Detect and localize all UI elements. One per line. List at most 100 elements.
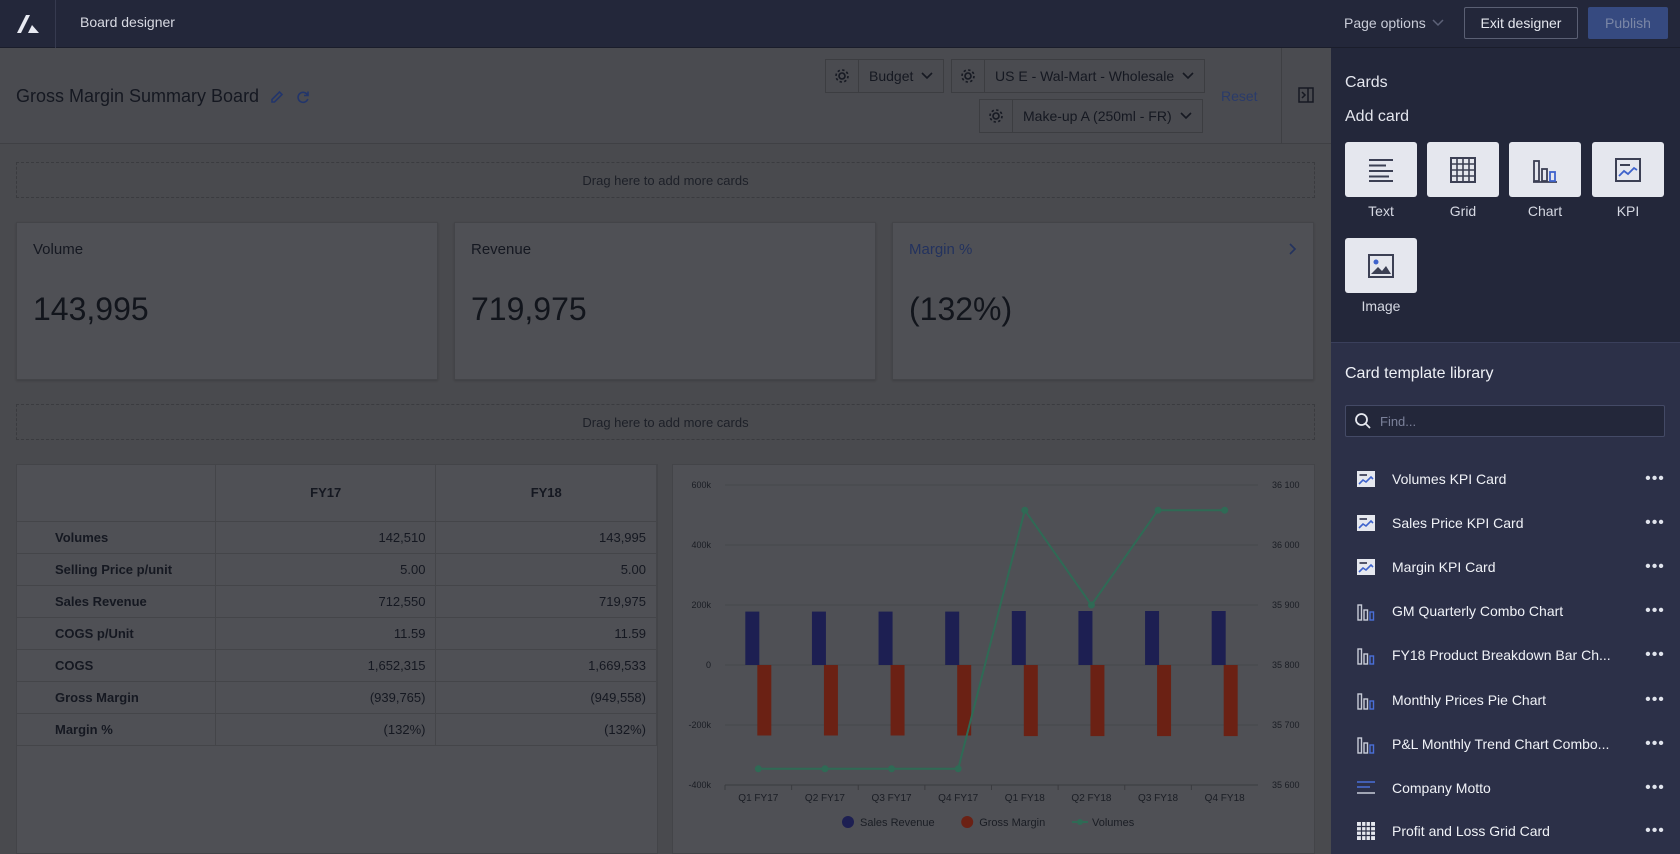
scenario-filter[interactable]: Budget [825,59,945,93]
x-tick-label: Q3 FY18 [1138,793,1178,804]
bar-sales-revenue [1011,611,1026,665]
cell-value: 143,995 [435,521,657,554]
panel-collapse-icon [1298,87,1314,103]
more-options-icon[interactable]: ••• [1645,646,1665,663]
exit-designer-button[interactable]: Exit designer [1464,7,1578,39]
search-input[interactable] [1380,413,1650,429]
row-label: Selling Price p/unit [17,553,216,586]
cell-value: 719,975 [435,585,657,618]
bar-gross-margin [1023,665,1038,737]
gear-icon [989,109,1003,123]
line-point [888,765,896,773]
y-tick-label: 600k [691,480,711,490]
tile-label: Grid [1449,203,1477,219]
board-header: Gross Margin Summary Board Budget US E -… [0,48,1331,144]
x-tick-label: Q1 FY18 [1005,793,1045,804]
publish-button[interactable]: Publish [1588,7,1668,39]
more-options-icon[interactable]: ••• [1645,602,1665,619]
cell-value: (939,765) [215,681,437,714]
legend-label: Gross Margin [979,817,1045,829]
page-options-dropdown[interactable]: Page options [1344,15,1444,31]
search-icon [1355,413,1371,429]
toggle-panel-button[interactable] [1297,86,1315,109]
cell-value: (132%) [215,713,437,746]
chart-card[interactable]: -400k -200k 0 200k 400k 600k 35 600 35 700 35 80… [672,464,1315,854]
grid-card[interactable]: FY17 FY18 Volumes 142,510 143,995 Sellin… [16,464,658,854]
library-search[interactable] [1345,405,1665,437]
product-filter-value[interactable]: Make-up A (250ml - FR) [1013,100,1202,132]
add-chart-card-button[interactable] [1509,142,1581,197]
kpi-card-volume[interactable]: Volume 143,995 [16,222,438,380]
cell-value: 11.59 [215,617,437,650]
library-item[interactable]: GM Quarterly Combo Chart ••• [1345,591,1667,631]
kpi-icon [1355,556,1377,578]
kpi-value: (132%) [909,291,1013,327]
add-grid-card-button[interactable] [1427,142,1499,197]
product-filter[interactable]: Make-up A (250ml - FR) [979,99,1203,133]
refresh-icon[interactable] [295,89,311,105]
line-point [1087,601,1095,609]
add-image-card-button[interactable] [1345,238,1417,293]
grid-corner-cell [17,465,216,522]
more-options-icon[interactable]: ••• [1645,691,1665,708]
library-item[interactable]: Sales Price KPI Card ••• [1345,503,1667,543]
combo-chart: -400k -200k 0 200k 400k 600k 35 600 35 700 35 80… [688,480,1300,829]
tile-label: Image [1361,298,1401,314]
edit-pencil-icon[interactable] [269,89,285,105]
kpi-card-revenue[interactable]: Revenue 719,975 [454,222,876,380]
x-tick-label: Q2 FY17 [805,793,845,804]
more-options-icon[interactable]: ••• [1645,822,1665,839]
kpi-icon [1615,157,1641,182]
table-row: COGS p/Unit 11.59 11.59 [17,617,657,650]
bar-gross-margin [823,665,838,736]
library-item[interactable]: Profit and Loss Grid Card ••• [1345,811,1667,851]
dropzone[interactable]: Drag here to add more cards [16,404,1315,440]
table-row: Selling Price p/unit 5.00 5.00 [17,553,657,586]
chevron-right-icon[interactable] [1289,243,1297,255]
library-item[interactable]: Volumes KPI Card ••• [1345,459,1667,499]
kpi-link-label[interactable]: Margin % [909,241,973,258]
line-point [954,765,962,773]
customer-filter[interactable]: US E - Wal-Mart - Wholesale [951,59,1206,93]
more-options-icon[interactable]: ••• [1645,514,1665,531]
gear-icon [961,69,975,83]
card-template-library: Card template library Volumes KPI Card •… [1331,342,1680,854]
customer-filter-value[interactable]: US E - Wal-Mart - Wholesale [985,60,1204,92]
add-kpi-card-button[interactable] [1592,142,1664,197]
bar-sales-revenue [1145,611,1160,665]
library-item[interactable]: Margin KPI Card ••• [1345,547,1667,587]
legend-swatch-dot [1077,819,1083,825]
table-row: COGS 1,652,315 1,669,533 [17,649,657,682]
library-item[interactable]: P&L Monthly Trend Chart Combo... ••• [1345,724,1667,764]
y2-tick-label: 35 800 [1272,660,1300,670]
app-logo[interactable] [0,0,56,48]
scenario-filter-value[interactable]: Budget [859,60,943,92]
library-item[interactable]: FY18 Product Breakdown Bar Ch... ••• [1345,635,1667,675]
library-item[interactable]: Company Motto ••• [1345,768,1667,808]
y-tick-label: 400k [691,540,711,550]
filter-settings-button[interactable] [980,100,1013,132]
tile-label: Text [1368,203,1394,219]
y-tick-label: 200k [691,600,711,610]
more-options-icon[interactable]: ••• [1645,779,1665,796]
line-volumes [758,507,1225,770]
add-text-card-button[interactable] [1345,142,1417,197]
board-canvas: Gross Margin Summary Board Budget US E -… [0,48,1331,854]
dropzone[interactable]: Drag here to add more cards [16,162,1315,198]
cards-title: Cards [1345,74,1388,91]
kpi-card-margin[interactable]: Margin % (132%) [892,222,1314,380]
filter-settings-button[interactable] [826,60,859,92]
more-options-icon[interactable]: ••• [1645,735,1665,752]
reset-link[interactable]: Reset [1221,88,1258,104]
legend-label: Sales Revenue [860,817,935,829]
more-options-icon[interactable]: ••• [1645,558,1665,575]
library-item[interactable]: Monthly Prices Pie Chart ••• [1345,680,1667,720]
bar-sales-revenue [811,611,826,665]
bar-gross-margin [890,665,905,736]
page-options-label: Page options [1344,15,1426,31]
more-options-icon[interactable]: ••• [1645,470,1665,487]
scenario-filter-label: Budget [869,68,914,84]
x-tick-label: Q2 FY18 [1071,793,1111,804]
bar-gross-margin [1090,665,1105,737]
filter-settings-button[interactable] [952,60,985,92]
